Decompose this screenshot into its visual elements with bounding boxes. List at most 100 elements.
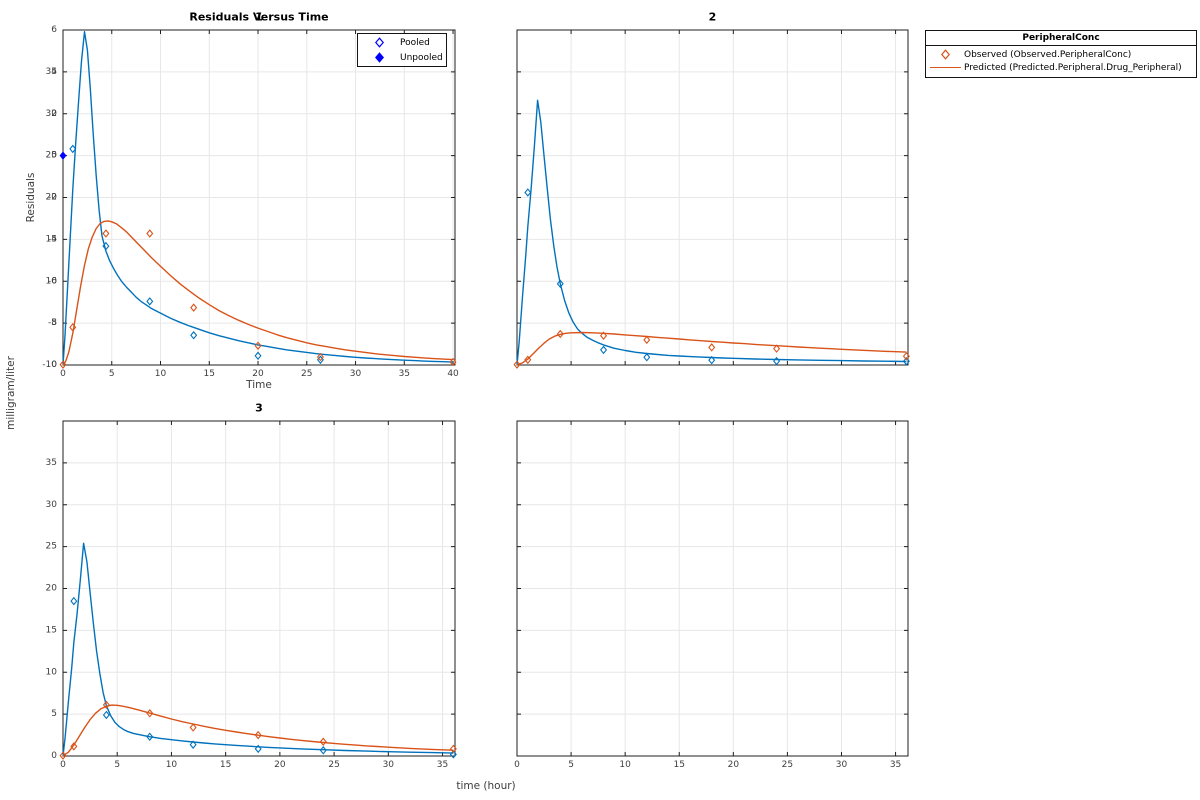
diamond-marker <box>146 229 154 238</box>
diamond-marker <box>643 353 651 362</box>
tick-label: 20 <box>728 760 740 770</box>
diamond-marker <box>254 351 262 361</box>
tick-label: 15 <box>674 760 685 770</box>
diamond-marker <box>190 331 198 340</box>
diamond-marker <box>70 742 78 751</box>
subplot-p4: 0 5 10 15 20 25 30 35 <box>514 420 909 770</box>
series-central-predicted <box>62 31 454 366</box>
diamond-marker <box>254 744 262 754</box>
observed-label: Observed (Observed.PeripheralConc) <box>964 49 1132 60</box>
diamond-marker <box>146 297 154 306</box>
residuals-ylabel: Residuals <box>25 173 37 223</box>
residuals-xlabel: Time <box>245 379 272 391</box>
diamond-marker <box>643 335 651 345</box>
tick-label: 35 <box>46 67 57 77</box>
tick-label: 15 <box>204 369 215 379</box>
tick-label: 25 <box>46 151 57 161</box>
tick-label: 0 <box>51 751 57 761</box>
residuals-legend[interactable]: Pooled Unpooled <box>357 33 447 67</box>
diamond-marker <box>600 345 608 355</box>
subplot-title: 3 <box>255 402 263 415</box>
tick-label: 35 <box>399 369 410 379</box>
diamond-marker <box>146 709 154 718</box>
figure-ylabel: milligram/liter <box>5 355 17 429</box>
tick-label: 15 <box>46 625 57 635</box>
diamond-marker <box>254 730 262 740</box>
tick-label: 30 <box>836 760 848 770</box>
diamond-marker <box>449 357 457 367</box>
tick-label: -10 <box>42 360 57 370</box>
tick-label: 4 <box>51 67 57 77</box>
tick-label: 0 <box>514 760 520 770</box>
tick-label: 20 <box>46 584 58 594</box>
subplot-p3: 0 5 10 15 20 25 30 35 0 5 10 15 20 25 30 35 3 <box>46 402 457 770</box>
unpooled-filled-diamond-icon <box>358 52 400 63</box>
subplot-title: 1 <box>255 11 263 24</box>
unpooled-residual-marker <box>59 151 67 160</box>
series-peripheral-observed <box>513 329 910 369</box>
diamond-marker <box>708 343 716 352</box>
series-central-predicted <box>516 99 907 366</box>
diamond-marker <box>102 229 110 238</box>
legend-rows: Observed (Observed.PeripheralConc) Predi… <box>926 46 1196 77</box>
unpooled-label: Unpooled <box>400 52 443 63</box>
legend-item-observed: Observed (Observed.PeripheralConc) <box>926 48 1196 61</box>
tick-label: 30 <box>46 500 58 510</box>
diamond-marker <box>449 744 457 754</box>
tick-label: 0 <box>60 369 66 379</box>
diamond-marker <box>556 329 564 339</box>
diamond-marker <box>146 732 154 742</box>
tick-label: 10 <box>619 760 631 770</box>
diamond-marker <box>102 710 110 720</box>
diamond-marker <box>316 352 324 362</box>
tick-label: -2 <box>48 193 57 203</box>
diamond-marker <box>319 737 327 747</box>
tick-label: 25 <box>782 760 793 770</box>
tick-label: 25 <box>46 542 57 552</box>
tick-label: 35 <box>437 760 448 770</box>
diamond-marker <box>70 596 78 606</box>
diamond-marker <box>449 750 457 759</box>
diamond-marker <box>59 360 67 369</box>
tick-label: 30 <box>383 760 395 770</box>
tick-label: -6 <box>48 276 57 286</box>
diamond-marker <box>902 351 910 361</box>
tick-label: 25 <box>301 369 312 379</box>
tick-label: -4 <box>48 234 57 244</box>
diamond-marker <box>59 751 67 760</box>
diamond-marker <box>524 188 532 197</box>
diamond-marker <box>69 144 77 154</box>
tick-label: 5 <box>51 318 57 328</box>
tick-label: 10 <box>166 760 178 770</box>
subplot-title: 2 <box>709 11 717 24</box>
diamond-marker <box>189 740 197 749</box>
tick-label: 5 <box>109 369 115 379</box>
figure-xlabel: time (hour) <box>456 780 515 792</box>
tick-label: 10 <box>155 369 167 379</box>
legend-item-unpooled: Unpooled <box>358 50 446 65</box>
diamond-marker <box>69 323 77 332</box>
tick-label: 20 <box>252 369 264 379</box>
gridlines <box>517 421 908 756</box>
series-peripheral-predicted <box>62 220 454 366</box>
observed-open-diamond-icon <box>926 49 964 60</box>
peripheralconc-legend[interactable]: PeripheralConc Observed (Observed.Periph… <box>925 30 1197 78</box>
gridlines <box>63 30 455 365</box>
tick-label: 10 <box>46 276 58 286</box>
tick-label: 5 <box>114 760 120 770</box>
tick-label: 0 <box>60 760 66 770</box>
diamond-marker <box>102 241 110 251</box>
diamond-marker <box>708 355 716 365</box>
predicted-line-icon <box>926 67 964 68</box>
residuals-title: Residuals Versus Time <box>189 11 328 24</box>
series-peripheral-predicted <box>516 331 907 366</box>
tick-label: 35 <box>46 458 57 468</box>
diamond-marker <box>556 279 564 289</box>
series-central-observed <box>524 188 910 366</box>
tick-marks <box>516 421 908 757</box>
legend-item-predicted: Predicted (Predicted.Peripheral.Drug_Per… <box>926 61 1196 74</box>
subplot-p2: 2 <box>513 11 910 369</box>
